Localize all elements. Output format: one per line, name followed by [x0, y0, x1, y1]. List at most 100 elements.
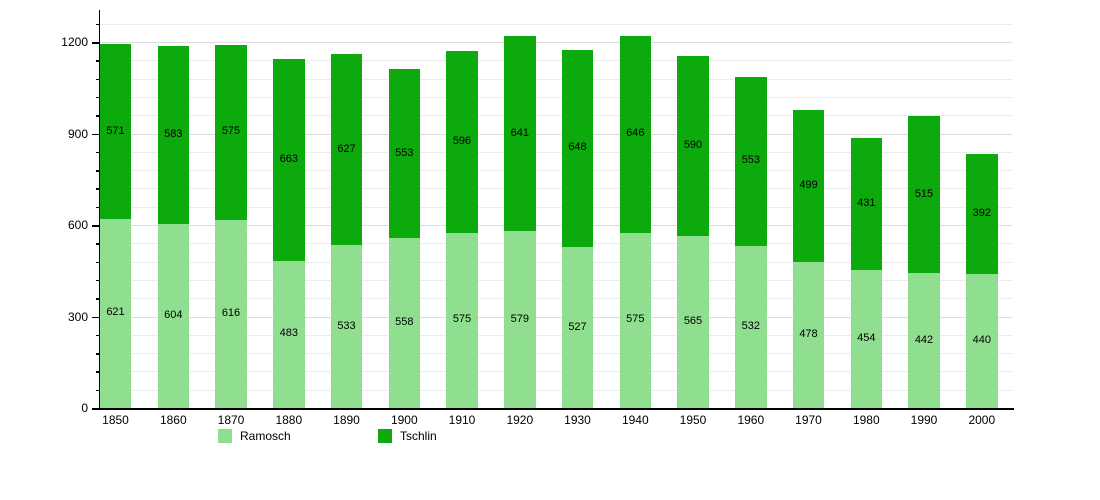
bar-segment-ramosch [504, 231, 536, 408]
bar-value-label: 565 [683, 314, 703, 327]
y-axis-major-tick [92, 225, 100, 227]
y-axis-minor-tick [96, 298, 100, 300]
y-axis-major-tick [92, 133, 100, 135]
bar-value-label: 392 [972, 207, 991, 219]
gridline [100, 206, 1012, 208]
gridline [100, 261, 1012, 263]
x-tick-label: 1970 [795, 413, 822, 427]
bar-value-label: 442 [914, 333, 934, 346]
bar-value-label: 478 [799, 328, 818, 341]
legend-swatch-tschlin [378, 429, 392, 443]
gridline [100, 170, 1012, 172]
bar-value-label: 440 [972, 333, 991, 346]
bar-segment-tschlin [273, 58, 305, 261]
bar-value-label: 527 [568, 320, 587, 333]
bar-segment-tschlin [561, 49, 594, 248]
bar-value-label: 583 [164, 127, 183, 140]
bar-value-label: 604 [164, 308, 183, 321]
bar-value-label: 483 [279, 327, 298, 340]
x-tick-label: 1890 [333, 413, 360, 427]
bar-value-label: 621 [106, 306, 125, 319]
y-axis-minor-tick [96, 151, 100, 154]
gridline [100, 78, 1012, 80]
bar-value-label: 646 [626, 127, 645, 140]
y-axis-minor-tick [96, 60, 100, 62]
bar-value-label: 532 [741, 319, 760, 332]
bar-segment-tschlin [504, 35, 536, 232]
y-axis-minor-tick [96, 334, 100, 337]
gridline [100, 353, 1012, 355]
y-axis-line [98, 10, 100, 408]
y-axis-major-tick [92, 316, 100, 318]
gridline [100, 188, 1012, 190]
chart-legend: Ramosch Tschlin [0, 428, 1100, 448]
bar-segment-ramosch [792, 262, 825, 408]
bar-segment-ramosch [619, 232, 651, 408]
x-tick-label: 1860 [159, 413, 187, 427]
bar-segment-ramosch [388, 237, 420, 408]
gridline [100, 334, 1012, 336]
bar-value-label: 648 [568, 141, 587, 154]
gridline [100, 60, 1012, 62]
bar-segment-tschlin [99, 44, 132, 219]
bar-value-label: 558 [395, 315, 414, 328]
bar-segment-tschlin [908, 116, 940, 274]
bar-segment-tschlin [850, 138, 882, 270]
bar-value-label: 499 [799, 179, 818, 192]
x-tick-label: 1950 [679, 413, 707, 427]
legend-swatch-ramosch [218, 429, 232, 443]
y-axis-minor-tick [96, 279, 100, 282]
bar-value-label: 553 [395, 146, 414, 159]
bar-value-label: 663 [279, 152, 298, 165]
bar-segment-ramosch [561, 247, 594, 408]
gridline [100, 23, 1012, 25]
y-axis-minor-tick [96, 96, 100, 99]
bar-value-label: 641 [510, 126, 529, 139]
bar-segment-tschlin [677, 55, 709, 236]
bar-segment-ramosch [850, 269, 882, 408]
y-axis-minor-tick [96, 389, 100, 392]
bar-segment-ramosch [677, 235, 709, 408]
y-axis-minor-tick [96, 170, 100, 172]
x-tick-label: 1990 [910, 413, 938, 427]
bar-segment-ramosch [215, 220, 247, 408]
y-tick-label: 600 [67, 218, 88, 232]
y-tick-label: 0 [81, 401, 88, 415]
bar-value-label: 553 [741, 154, 760, 167]
gridline [100, 151, 1012, 153]
y-axis-minor-tick [96, 78, 100, 81]
x-tick-label: 1880 [275, 413, 303, 427]
x-tick-label: 1940 [621, 413, 649, 427]
y-axis-minor-tick [96, 23, 100, 26]
x-tick-label: 1960 [737, 413, 765, 427]
gridline [100, 42, 1012, 43]
y-axis-minor-tick [96, 188, 100, 190]
bar-segment-ramosch [966, 273, 998, 408]
bar-segment-tschlin [619, 35, 651, 233]
y-axis-minor-tick [96, 243, 100, 245]
y-axis-minor-tick [96, 115, 100, 117]
bar-value-label: 575 [452, 313, 472, 326]
gridline [100, 96, 1012, 98]
x-tick-label: 1850 [102, 413, 129, 427]
bar-value-label: 627 [337, 142, 356, 155]
gridline [100, 389, 1012, 391]
x-tick-label: 1910 [448, 413, 476, 427]
y-axis-minor-tick [96, 371, 100, 373]
x-tick-label: 2000 [968, 413, 996, 427]
gridline [100, 243, 1012, 245]
y-axis-major-tick [92, 42, 100, 44]
gridline [100, 316, 1012, 318]
bar-value-label: 590 [683, 138, 703, 151]
bar-segment-tschlin [215, 44, 247, 221]
bar-segment-ramosch [99, 218, 132, 408]
gridline [100, 133, 1012, 135]
bar-value-label: 454 [857, 331, 876, 344]
y-axis-minor-tick [96, 353, 100, 355]
y-tick-label: 1200 [61, 35, 88, 49]
bar-value-label: 571 [106, 124, 125, 137]
gridline [100, 298, 1012, 300]
bar-segment-tschlin [157, 46, 189, 224]
bar-segment-ramosch [735, 245, 767, 408]
y-axis-minor-tick [96, 261, 100, 264]
